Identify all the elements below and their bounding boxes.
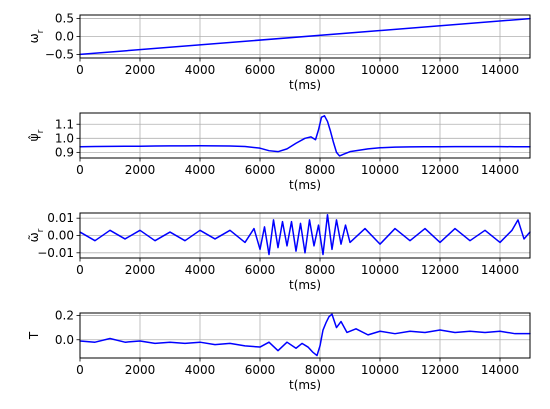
axes-frame bbox=[79, 112, 531, 159]
subplot-1: 0 2000 4000 6000 8000 10000 12000 14000 −0.5 0.0 0… bbox=[27, 12, 531, 92]
y-axis-label: ψ̂r bbox=[27, 129, 46, 141]
x-tick-label: 8000 bbox=[305, 63, 336, 77]
x-tick-label: 12000 bbox=[421, 363, 459, 377]
subplot-4: 0 2000 4000 6000 8000 10000 12000 14000 0.0 0.2 t(… bbox=[27, 308, 531, 392]
x-tick-label: 8000 bbox=[305, 363, 336, 377]
y-tick-label: 0.01 bbox=[47, 211, 74, 225]
x-tick-label: 12000 bbox=[421, 263, 459, 277]
series-line-4 bbox=[79, 313, 531, 357]
x-tick-label: 0 bbox=[76, 363, 84, 377]
y-tick-label: 0.0 bbox=[55, 333, 74, 347]
x-tick-label: 2000 bbox=[125, 363, 156, 377]
x-tick-label: 10000 bbox=[361, 63, 399, 77]
y-tick-label: 1.0 bbox=[55, 131, 74, 145]
x-tick-label: 6000 bbox=[245, 63, 276, 77]
y-tick-label: 0.0 bbox=[55, 30, 74, 44]
y-tick-label: 0.2 bbox=[55, 308, 74, 322]
subplot-2: 0 2000 4000 6000 8000 10000 12000 14000 0.91.01.… bbox=[27, 112, 531, 192]
x-tick-label: 10000 bbox=[361, 263, 399, 277]
x-tick-label: 14000 bbox=[481, 263, 519, 277]
x-tick-label: 8000 bbox=[305, 263, 336, 277]
x-tick-label: 6000 bbox=[245, 263, 276, 277]
series-line-2 bbox=[79, 115, 531, 157]
x-tick-label: 4000 bbox=[185, 263, 216, 277]
x-axis-label: t(ms) bbox=[289, 378, 321, 392]
x-tick-label: 10000 bbox=[361, 163, 399, 177]
x-tick-label: 4000 bbox=[185, 63, 216, 77]
x-tick-label: 12000 bbox=[421, 163, 459, 177]
y-axis-label: ωr bbox=[27, 29, 46, 43]
x-axis-label: t(ms) bbox=[289, 278, 321, 292]
x-tick-label: 14000 bbox=[481, 163, 519, 177]
x-tick-label: 14000 bbox=[481, 363, 519, 377]
x-tick-label: 2000 bbox=[125, 263, 156, 277]
x-axis-label: t(ms) bbox=[289, 78, 321, 92]
x-tick-label: 10000 bbox=[361, 363, 399, 377]
x-tick-label: 0 bbox=[76, 63, 84, 77]
x-tick-label: 12000 bbox=[421, 63, 459, 77]
series-line-3 bbox=[79, 213, 531, 256]
axes-frame bbox=[79, 312, 531, 359]
x-tick-label: 6000 bbox=[245, 363, 276, 377]
y-tick-label: 0.00 bbox=[47, 229, 74, 243]
y-axis-label: ω̃r bbox=[27, 228, 46, 242]
y-tick-label: −0.5 bbox=[45, 47, 74, 61]
x-tick-label: 2000 bbox=[125, 63, 156, 77]
x-tick-label: 6000 bbox=[245, 163, 276, 177]
x-tick-label: 8000 bbox=[305, 163, 336, 177]
subplot-3: 0 2000 4000 6000 8000 10000 12000 14000 −0.01 0.0… bbox=[27, 211, 531, 292]
y-tick-label: 0.5 bbox=[55, 12, 74, 26]
y-tick-label: 1.1 bbox=[55, 117, 74, 131]
y-tick-label: −0.01 bbox=[37, 246, 74, 260]
x-tick-label: 0 bbox=[76, 163, 84, 177]
x-tick-label: 0 bbox=[76, 263, 84, 277]
y-tick-label: 0.9 bbox=[55, 145, 74, 159]
x-tick-label: 14000 bbox=[481, 63, 519, 77]
x-tick-label: 2000 bbox=[125, 163, 156, 177]
y-axis-label: T bbox=[27, 331, 41, 340]
x-tick-label: 4000 bbox=[185, 163, 216, 177]
series-line-1 bbox=[79, 17, 531, 56]
x-tick-label: 4000 bbox=[185, 363, 216, 377]
x-axis-label: t(ms) bbox=[289, 178, 321, 192]
